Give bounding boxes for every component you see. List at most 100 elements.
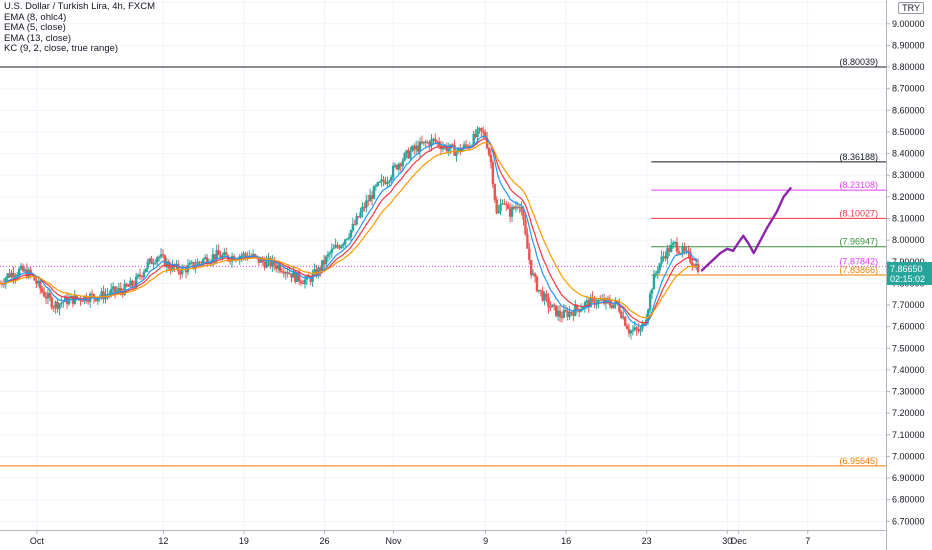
candle-body [489,154,493,163]
time-tick-label: 7 [805,536,810,546]
candle-body [115,290,119,293]
candle-body [67,298,71,305]
candle-body [376,182,379,186]
candle-body [6,273,9,279]
candle-body [177,263,180,272]
candle-body [87,301,90,303]
candle-body [111,286,115,290]
candle-body [537,289,541,292]
candle-body [480,127,483,132]
price-tick-label: 8.50000 [892,127,925,137]
ema-line-8 [0,138,699,324]
candle-body [46,293,50,299]
candle-body [142,272,146,277]
price-tick-label: 8.10000 [892,213,925,223]
candle-body [512,206,516,209]
candle-body [487,148,491,155]
candle-body [635,327,638,330]
candle-body [2,283,6,285]
candle-body [205,257,209,264]
candle-body [140,276,144,278]
candle-body [313,269,316,274]
candle-body [146,262,149,269]
candle-body [303,279,307,285]
candle-body [482,131,485,133]
candle-body [343,239,347,244]
price-tick-label: 8.60000 [892,105,925,115]
candle-body [200,262,203,264]
candle-body [288,273,291,275]
candle-body [633,327,636,331]
candle-body [441,146,445,150]
candle-body [411,146,414,151]
candle-body [587,300,590,308]
candle-body [27,269,30,278]
candle-body [581,307,585,310]
price-tick-label: 7.10000 [892,430,925,440]
candle-body [493,184,496,200]
projection-path [700,186,792,272]
candle-body [96,298,100,301]
indicator-kc[interactable]: KC (9, 2, close, true range) [4,43,119,54]
candle-body [108,293,111,295]
indicator-ema-8[interactable]: EMA (8, ohlc4) [4,11,67,23]
candle-body [643,323,646,326]
candle-body [154,262,157,264]
candle-body [539,289,543,291]
candle-body [317,267,320,277]
price-tick-label: 8.30000 [892,170,925,180]
candle-body [370,195,374,199]
candle-body [436,141,439,143]
candle-body [549,307,552,309]
candle-body [478,127,481,130]
candle-body [165,261,169,267]
candle-body [271,259,274,267]
candle-body [380,179,383,182]
currency-tag[interactable]: TRY [898,2,924,14]
candle-body [668,248,671,252]
candle-body [127,286,130,288]
candle-body [297,272,301,282]
candle-body [157,256,161,258]
symbol-title[interactable]: U.S. Dollar / Turkish Lira, 4h, FXCM [4,1,155,12]
time-tick-label: 26 [319,536,329,546]
candle-body [670,244,673,252]
candle-body [171,264,174,271]
candle-body [516,206,519,208]
candle-body [134,276,138,287]
price-tick-label: 7.20000 [892,408,925,418]
level-labels: (8.80039) (8.36188) (8.23108) (8.10027) (7.9… [839,57,878,466]
candle-body [395,164,399,170]
indicator-ema-5[interactable]: EMA (5, close) [4,22,66,33]
candle-body [648,293,652,310]
candle-body [282,271,286,274]
candle-body [290,273,293,278]
candle-body [384,181,387,184]
indicator-ema-13[interactable]: EMA (13, close) [4,32,72,44]
candle-body [257,256,261,263]
candle-body [167,261,170,269]
time-tick-label: Oct [30,536,45,546]
candle-body [163,255,167,267]
candle-body [353,223,356,225]
candle-body [656,270,659,274]
price-tick-label: 7.70000 [892,300,925,310]
candle-body [19,265,23,269]
candle-body [685,250,688,252]
candle-body [309,277,312,282]
time-tick-label: 23 [642,536,652,546]
candle-body [505,204,508,206]
candle-body [432,138,435,140]
candle-body [382,179,385,182]
candle-body [501,203,504,205]
candle-body [136,274,140,277]
candle-body [510,206,514,217]
candle-body [44,296,48,299]
candle-body [263,262,266,268]
candle-body [416,145,420,152]
candle-body [261,259,264,263]
candle-body [280,271,284,273]
candle-body [338,246,341,249]
